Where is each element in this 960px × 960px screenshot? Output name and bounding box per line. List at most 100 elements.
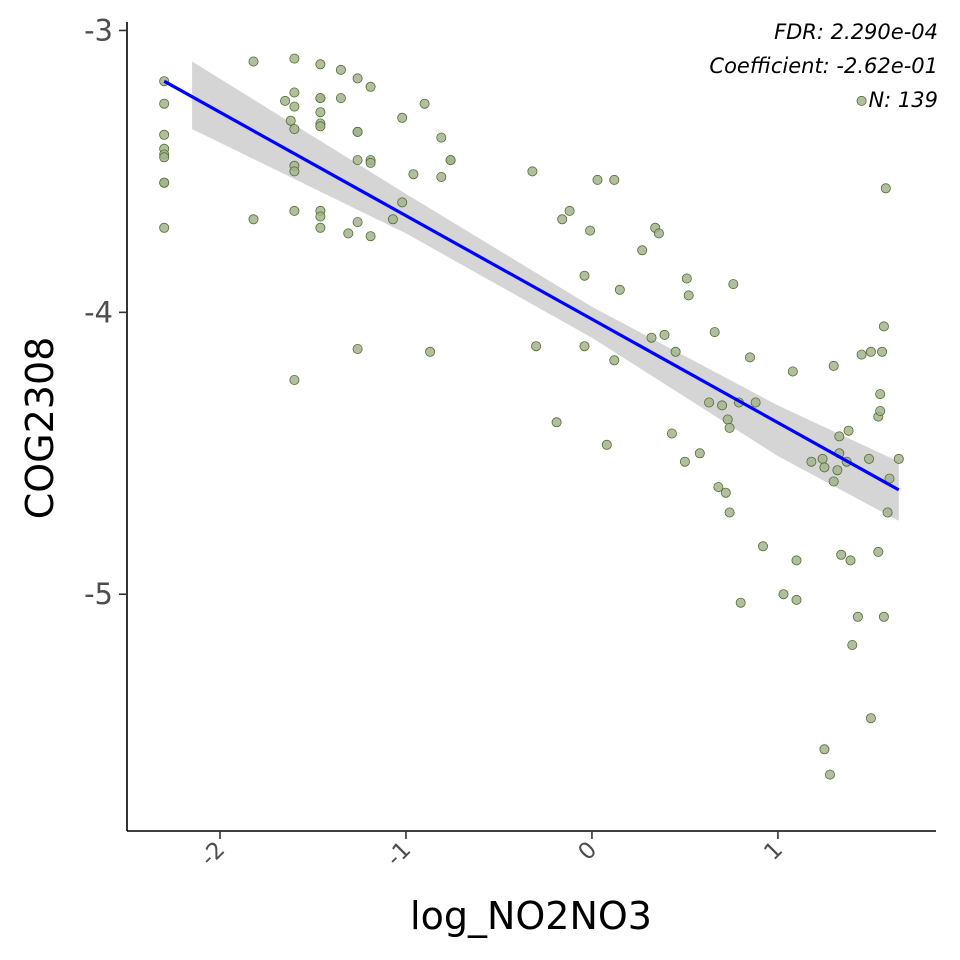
stat-annotation: FDR: 2.290e-04 bbox=[774, 20, 938, 44]
data-point bbox=[828, 476, 839, 487]
data-point bbox=[791, 555, 802, 566]
data-point bbox=[248, 214, 259, 225]
data-point bbox=[551, 417, 562, 428]
data-point bbox=[425, 346, 436, 357]
data-point bbox=[778, 589, 789, 600]
data-point bbox=[289, 101, 300, 112]
data-point bbox=[335, 64, 346, 75]
data-point bbox=[717, 400, 728, 411]
data-point bbox=[352, 155, 363, 166]
data-point bbox=[856, 95, 867, 106]
data-point bbox=[875, 389, 886, 400]
data-point bbox=[666, 428, 677, 439]
x-axis-title: log_NO2NO3 bbox=[410, 894, 652, 938]
data-point bbox=[864, 453, 875, 464]
data-point bbox=[704, 397, 715, 408]
data-point bbox=[659, 329, 670, 340]
data-point bbox=[875, 405, 886, 416]
data-point bbox=[159, 152, 170, 163]
data-point bbox=[248, 56, 259, 67]
data-point bbox=[352, 73, 363, 84]
data-point bbox=[585, 225, 596, 236]
data-point bbox=[758, 541, 769, 552]
data-point bbox=[289, 87, 300, 98]
data-point bbox=[681, 273, 692, 284]
data-point bbox=[397, 112, 408, 123]
axes-layer bbox=[126, 22, 936, 832]
data-point bbox=[527, 166, 538, 177]
data-point bbox=[893, 453, 904, 464]
data-point bbox=[436, 171, 447, 182]
data-point bbox=[531, 341, 542, 352]
data-point bbox=[436, 132, 447, 143]
data-point bbox=[335, 93, 346, 104]
data-point bbox=[419, 98, 430, 109]
data-point bbox=[159, 98, 170, 109]
data-point bbox=[289, 166, 300, 177]
data-point bbox=[847, 640, 858, 651]
data-point bbox=[828, 360, 839, 371]
data-point bbox=[159, 177, 170, 188]
data-point bbox=[713, 482, 724, 493]
data-point bbox=[445, 155, 456, 166]
data-point bbox=[352, 126, 363, 137]
data-point bbox=[315, 211, 326, 222]
x-tick-label: -1 bbox=[382, 837, 417, 872]
data-point bbox=[878, 611, 889, 622]
data-point bbox=[819, 462, 830, 473]
data-point bbox=[856, 349, 867, 360]
data-point bbox=[720, 487, 731, 498]
data-point bbox=[408, 169, 419, 180]
data-point bbox=[592, 174, 603, 185]
annotation-layer: FDR: 2.290e-04 Coefficient: -2.62e-01 N: 1… bbox=[709, 20, 938, 112]
data-point bbox=[865, 713, 876, 724]
data-point bbox=[694, 448, 705, 459]
data-point bbox=[579, 270, 590, 281]
data-point bbox=[289, 53, 300, 64]
data-point bbox=[365, 231, 376, 242]
data-point bbox=[832, 465, 843, 476]
data-point bbox=[724, 507, 735, 518]
data-point bbox=[865, 346, 876, 357]
data-point bbox=[557, 214, 568, 225]
fit-line-layer bbox=[163, 79, 900, 492]
data-point bbox=[724, 422, 735, 433]
data-point bbox=[352, 217, 363, 228]
data-point bbox=[315, 222, 326, 233]
data-point bbox=[289, 205, 300, 216]
data-point bbox=[289, 374, 300, 385]
data-point bbox=[679, 456, 690, 467]
data-point bbox=[709, 327, 720, 338]
data-point bbox=[834, 431, 845, 442]
data-point bbox=[315, 93, 326, 104]
data-point bbox=[653, 228, 664, 239]
stat-annotation: N: 139 bbox=[868, 88, 938, 112]
data-point bbox=[806, 456, 817, 467]
data-point bbox=[735, 597, 746, 608]
data-point bbox=[637, 245, 648, 256]
data-point bbox=[878, 321, 889, 332]
data-points-layer bbox=[159, 53, 904, 780]
data-point bbox=[159, 129, 170, 140]
data-point bbox=[722, 414, 733, 425]
y-tick-label: -4 bbox=[84, 295, 113, 329]
data-point bbox=[728, 279, 739, 290]
data-point bbox=[836, 549, 847, 560]
data-point bbox=[845, 555, 856, 566]
data-point bbox=[289, 124, 300, 135]
data-point bbox=[564, 205, 575, 216]
data-point bbox=[882, 507, 893, 518]
data-point bbox=[387, 214, 398, 225]
data-point bbox=[315, 121, 326, 132]
data-point bbox=[819, 744, 830, 755]
data-point bbox=[579, 341, 590, 352]
data-point bbox=[614, 284, 625, 295]
y-axis-title: COG2308 bbox=[18, 337, 62, 520]
y-tick-label: -3 bbox=[84, 13, 113, 47]
data-point bbox=[609, 174, 620, 185]
data-point bbox=[315, 107, 326, 118]
data-point bbox=[315, 59, 326, 70]
data-point bbox=[646, 332, 657, 343]
